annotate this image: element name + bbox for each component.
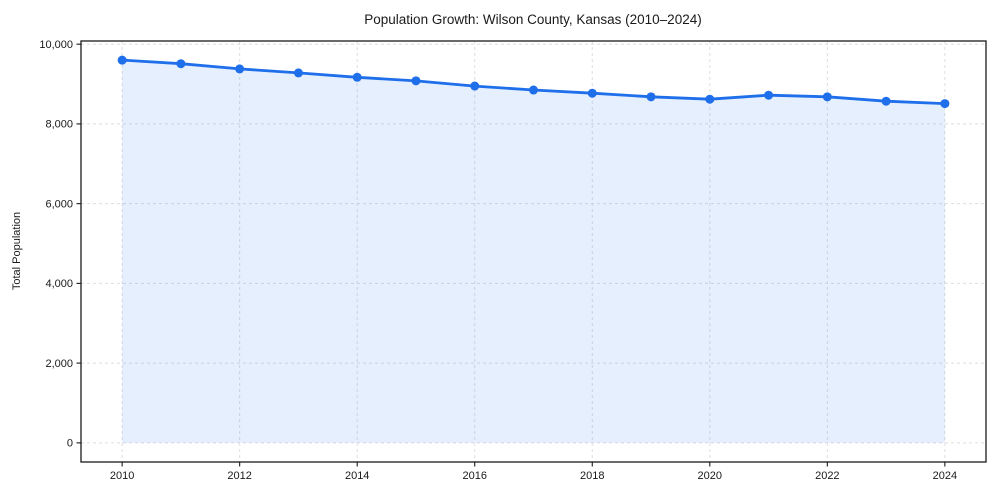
x-tick-label-2016: 2016 xyxy=(462,470,486,482)
x-tick-label-2020: 2020 xyxy=(698,470,722,482)
data-point-2018 xyxy=(587,88,597,98)
data-point-2017 xyxy=(529,85,538,95)
data-point-2012 xyxy=(235,64,245,74)
chart-title: Population Growth: Wilson County, Kansas… xyxy=(364,12,702,27)
x-tick-label-2022: 2022 xyxy=(815,470,839,482)
plot-border xyxy=(80,40,987,463)
x-tick-label-2012: 2012 xyxy=(227,470,251,482)
x-tick-label-2024: 2024 xyxy=(933,470,957,482)
data-point-2011 xyxy=(176,59,186,69)
data-point-2019 xyxy=(646,92,656,102)
x-tick-label-2010: 2010 xyxy=(110,470,134,482)
y-tick-label-0: 0 xyxy=(67,438,73,450)
data-point-2014 xyxy=(352,72,362,82)
y-tick-label-8000: 8,000 xyxy=(45,119,73,131)
data-point-2013 xyxy=(293,68,303,78)
data-point-2024 xyxy=(940,99,950,109)
x-tick-label-2018: 2018 xyxy=(580,470,604,482)
y-tick-label-4000: 4,000 xyxy=(45,278,73,290)
data-point-2016 xyxy=(470,81,480,91)
data-point-2021 xyxy=(764,90,774,100)
data-point-2022 xyxy=(822,92,832,102)
area-fill xyxy=(122,60,945,443)
data-point-2015 xyxy=(411,76,421,86)
y-tick-label-10000: 10,000 xyxy=(39,39,73,51)
x-tick-label-2014: 2014 xyxy=(345,470,369,482)
data-point-2020 xyxy=(705,94,715,104)
y-tick-label-2000: 2,000 xyxy=(45,358,73,370)
y-tick-label-6000: 6,000 xyxy=(45,198,73,210)
data-point-2023 xyxy=(881,96,891,106)
data-point-2010 xyxy=(117,55,127,65)
